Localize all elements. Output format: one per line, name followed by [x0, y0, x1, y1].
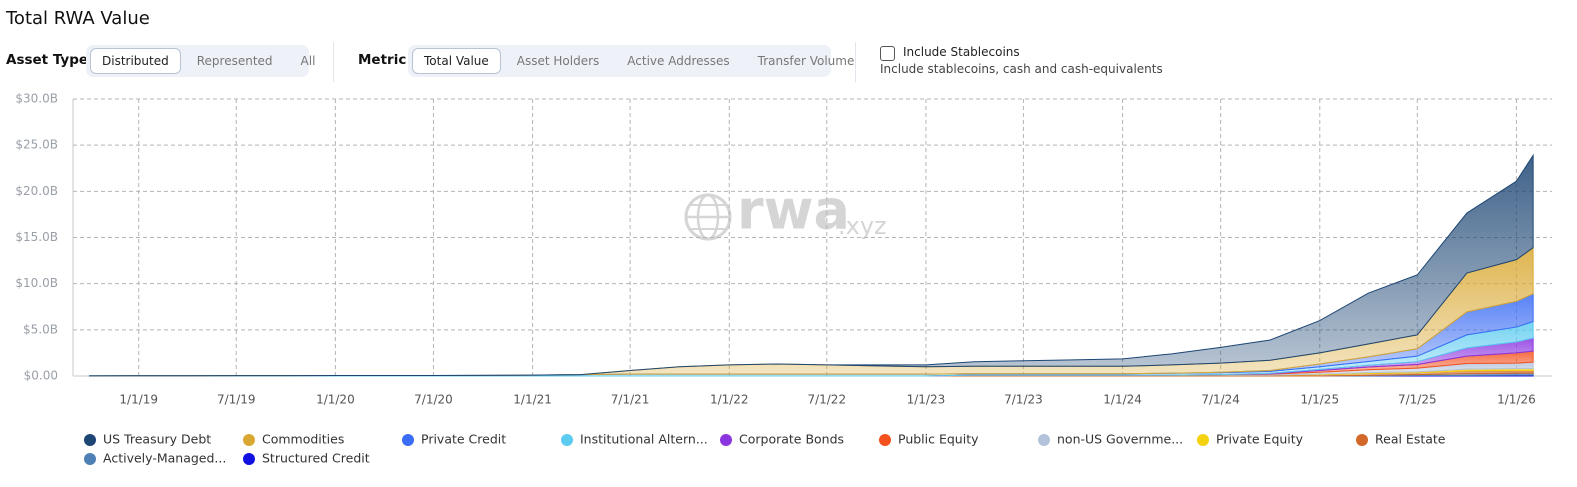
watermark-globe: [696, 193, 720, 241]
legend-item[interactable]: Actively-Managed...: [84, 451, 226, 466]
legend-item[interactable]: Public Equity: [879, 432, 979, 447]
y-tick-label: $25.0B: [15, 138, 58, 152]
x-tick-label: 1/1/26: [1497, 393, 1536, 407]
x-tick-label: 7/1/25: [1398, 393, 1437, 407]
y-tick-label: $20.0B: [15, 184, 58, 198]
legend-label: Actively-Managed...: [103, 451, 226, 466]
toggle-option[interactable]: Distributed: [90, 48, 181, 74]
x-tick-label: 1/1/22: [710, 393, 749, 407]
legend-item[interactable]: Structured Credit: [243, 451, 370, 466]
separator: [333, 42, 334, 82]
y-tick-label: $10.0B: [15, 276, 58, 290]
toggle-option[interactable]: Total Value: [412, 48, 501, 74]
legend-item[interactable]: Corporate Bonds: [720, 432, 844, 447]
toggle-option[interactable]: Active Addresses: [627, 54, 730, 68]
legend-label: Private Credit: [421, 432, 506, 447]
legend-item[interactable]: US Treasury Debt: [84, 432, 211, 447]
legend-item[interactable]: Institutional Altern...: [561, 432, 708, 447]
legend-item[interactable]: non-US Governme...: [1038, 432, 1183, 447]
asset-type-label: Asset Type: [6, 52, 89, 68]
legend-swatch: [84, 434, 96, 446]
stablecoins-checkbox[interactable]: [880, 46, 895, 61]
toggle-option[interactable]: Asset Holders: [516, 54, 600, 68]
watermark-suffix: .xyz: [838, 212, 887, 240]
legend-label: Structured Credit: [262, 451, 370, 466]
x-tick-label: 1/1/21: [513, 393, 552, 407]
legend-item[interactable]: Private Credit: [402, 432, 506, 447]
legend-label: Commodities: [262, 432, 344, 447]
x-tick-label: 1/1/19: [119, 393, 158, 407]
metric-group: Total Value Asset Holders Active Addresses…: [408, 45, 854, 77]
separator: [855, 42, 856, 82]
asset-type-group: Distributed Represented All: [86, 45, 315, 77]
x-tick-label: 1/1/23: [907, 393, 946, 407]
legend-swatch: [84, 453, 96, 465]
stablecoins-label[interactable]: Include Stablecoins: [903, 45, 1020, 59]
legend-swatch: [243, 434, 255, 446]
x-tick-label: 7/1/24: [1201, 393, 1240, 407]
legend-swatch: [402, 434, 414, 446]
area: [89, 153, 1534, 377]
legend-swatch: [1356, 434, 1368, 446]
x-tick-label: 7/1/20: [414, 393, 453, 407]
area: [89, 246, 1534, 377]
legend-label: US Treasury Debt: [103, 432, 211, 447]
legend-label: Private Equity: [1216, 432, 1304, 447]
metric-label: Metric: [358, 52, 407, 68]
chart-title: Total RWA Value: [6, 8, 150, 29]
x-tick-label: 7/1/19: [217, 393, 256, 407]
y-tick-label: $15.0B: [15, 230, 58, 244]
y-tick-label: $5.0B: [23, 322, 58, 336]
legend-swatch: [1038, 434, 1050, 446]
toggle-option[interactable]: All: [300, 54, 316, 68]
watermark: rwa .xyz: [684, 179, 887, 242]
x-tick-label: 1/1/24: [1103, 393, 1142, 407]
legend-item[interactable]: Real Estate: [1356, 432, 1446, 447]
legend-label: non-US Governme...: [1057, 432, 1183, 447]
legend-swatch: [1197, 434, 1209, 446]
legend-swatch: [561, 434, 573, 446]
legend-label: Institutional Altern...: [580, 432, 708, 447]
legend-item[interactable]: Commodities: [243, 432, 344, 447]
legend-item[interactable]: Private Equity: [1197, 432, 1304, 447]
x-tick-label: 7/1/22: [807, 393, 846, 407]
x-tick-label: 1/1/25: [1300, 393, 1339, 407]
toggle-option[interactable]: Transfer Volume: [757, 54, 855, 68]
x-tick-label: 7/1/21: [611, 393, 650, 407]
legend-label: Corporate Bonds: [739, 432, 844, 447]
legend-swatch: [243, 453, 255, 465]
y-tick-label: $30.0B: [15, 92, 58, 106]
y-tick-label: $0.00: [24, 369, 58, 383]
legend-label: Real Estate: [1375, 432, 1446, 447]
legend-label: Public Equity: [898, 432, 979, 447]
watermark-text: rwa: [737, 179, 850, 242]
legend-swatch: [879, 434, 891, 446]
toggle-option[interactable]: Represented: [196, 54, 273, 68]
x-tick-label: 7/1/23: [1004, 393, 1043, 407]
stablecoins-description: Include stablecoins, cash and cash-equiv…: [880, 62, 1163, 76]
legend-swatch: [720, 434, 732, 446]
x-tick-label: 1/1/20: [316, 393, 355, 407]
watermark-globe: [684, 193, 732, 241]
